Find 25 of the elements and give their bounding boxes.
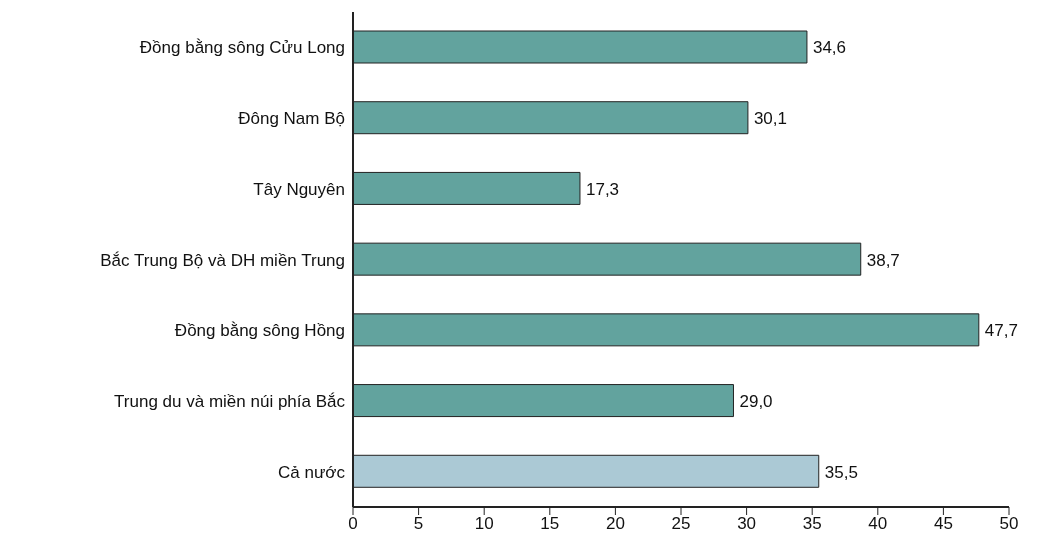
- x-tick-label: 30: [737, 514, 757, 534]
- data-label: 34,6: [812, 38, 847, 58]
- y-tick-label: Đông Nam Bộ: [238, 109, 345, 129]
- y-tick-label: Cả nước: [278, 462, 346, 482]
- data-label: 17,3: [585, 179, 620, 199]
- y-tick-label: Đồng bằng sông Cửu Long: [139, 38, 345, 58]
- data-label: 38,7: [866, 250, 900, 270]
- x-tick-label: 20: [605, 514, 625, 534]
- x-tick-label: 25: [671, 514, 691, 534]
- x-tick-label: 35: [802, 514, 822, 534]
- x-tick-label: 45: [933, 514, 953, 534]
- y-tick-label: Bắc Trung Bộ và DH miền Trung: [100, 250, 345, 270]
- y-tick-label: Tây Nguyên: [253, 179, 345, 199]
- x-tick-label: 15: [540, 514, 560, 534]
- x-tick-label: 0: [348, 514, 358, 534]
- y-tick-label: Đồng bằng sông Hồng: [174, 321, 345, 341]
- y-tick-label: Trung du và miền núi phía Bắc: [114, 391, 346, 411]
- data-label: 29,0: [739, 392, 773, 412]
- data-label: 35,5: [824, 462, 858, 482]
- data-label: 47,7: [984, 321, 1018, 341]
- x-tick-label: 10: [474, 514, 494, 534]
- x-tick-label: 5: [413, 514, 424, 534]
- x-tick-label: 40: [868, 514, 888, 534]
- x-tick-label: 50: [999, 514, 1019, 534]
- data-label: 30,1: [753, 109, 788, 129]
